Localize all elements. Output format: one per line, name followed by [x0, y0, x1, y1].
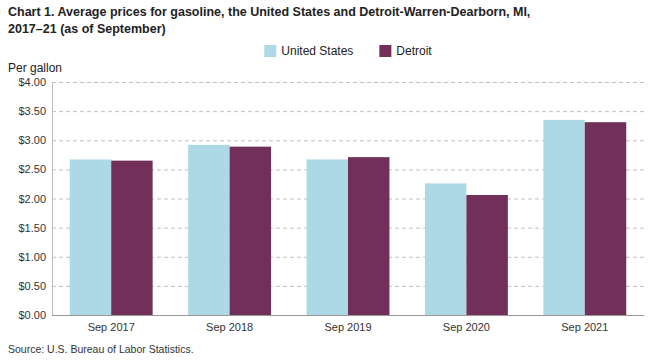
y-tick: $4.00 — [18, 76, 644, 88]
x-tick: Sep 2020 — [443, 321, 490, 333]
x-tick: Sep 2019 — [324, 321, 371, 333]
bars — [70, 120, 626, 315]
y-axis-label: Per gallon — [8, 61, 62, 75]
series — [111, 122, 626, 315]
chart: Chart 1. Average prices for gasoline, th… — [0, 0, 662, 361]
x-axis-line — [53, 315, 645, 316]
y-tick-label: $3.50 — [18, 105, 46, 117]
legend: United States Detroit — [264, 44, 432, 58]
title-line: 2017–21 (as of September) — [8, 22, 166, 36]
x-axis: Sep 2017 Sep 2018 Sep 2019 Sep 2020 Sep 2021 — [53, 316, 645, 333]
x-tick: Sep 2018 — [206, 321, 253, 333]
legend-swatch — [379, 45, 391, 57]
x-tick-label: Sep 2017 — [88, 321, 135, 333]
legend-item: United States — [264, 44, 353, 58]
bar — [348, 157, 389, 315]
y-tick-label: $1.00 — [18, 251, 46, 263]
grid-line — [52, 315, 644, 316]
y-tick-label: $1.50 — [18, 222, 46, 234]
x-tick: Sep 2021 — [561, 321, 608, 333]
annotation: Source: U.S. Bureau of Labor Statistics. — [8, 343, 194, 355]
bar — [111, 161, 152, 315]
legend-label: Detroit — [396, 44, 432, 58]
bar — [585, 122, 626, 315]
x-tick-label: Sep 2019 — [324, 321, 371, 333]
y-tick-label: $3.00 — [18, 134, 46, 146]
title: Chart 1. Average prices for gasoline, th… — [8, 5, 530, 36]
series — [70, 120, 585, 315]
bar — [230, 147, 271, 315]
y-tick: $3.50 — [18, 105, 644, 117]
bar — [188, 145, 229, 315]
x-tick-label: Sep 2020 — [443, 321, 490, 333]
y-tick-label: $2.00 — [18, 193, 46, 205]
title-line: Chart 1. Average prices for gasoline, th… — [8, 5, 530, 19]
y-tick-label: $2.50 — [18, 163, 46, 175]
x-tick: Sep 2017 — [88, 321, 135, 333]
y-axis: $0.00 $0.50 $1.00 $1.50 $2.00 $2.50 $3.00 $3.50… — [18, 76, 644, 321]
legend-item: Detroit — [379, 44, 432, 58]
x-tick-label: Sep 2018 — [206, 321, 253, 333]
x-tick-label: Sep 2021 — [561, 321, 608, 333]
legend-swatch — [264, 45, 276, 57]
bar — [466, 195, 507, 315]
y-tick-label: $4.00 — [18, 76, 46, 88]
y-tick-label: $0.50 — [18, 280, 46, 292]
grid-line — [52, 82, 644, 83]
bar — [543, 120, 584, 315]
grid-line — [52, 111, 644, 112]
legend-label: United States — [281, 44, 353, 58]
bar — [70, 159, 111, 315]
y-tick-label: $0.00 — [18, 309, 46, 321]
bar — [307, 159, 348, 315]
bar — [425, 183, 466, 315]
